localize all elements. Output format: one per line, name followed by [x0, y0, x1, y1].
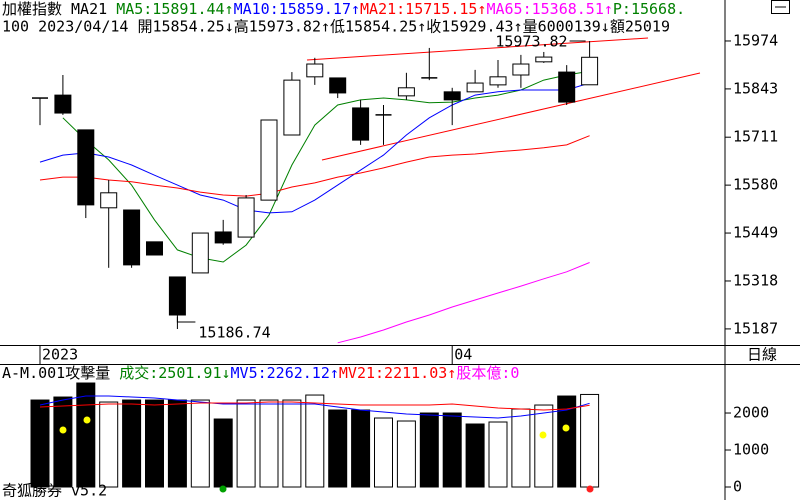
signal-dot — [83, 416, 91, 424]
volume-bar — [236, 399, 256, 488]
signal-dot — [562, 424, 570, 432]
volume-bar — [76, 382, 96, 488]
candle-body — [558, 71, 576, 103]
header-segment: MA10:15859.17↑ — [234, 0, 360, 18]
candle-body — [397, 87, 415, 97]
candle-body — [352, 107, 370, 141]
volume-bar — [167, 399, 187, 488]
header-segment: MA21:15715.15↑ — [360, 0, 486, 18]
candle-body — [260, 119, 278, 201]
header-segment: MV5:2262.12↑ — [231, 364, 339, 382]
moving-average — [62, 70, 590, 263]
volume-bar — [351, 409, 371, 488]
candle-body — [146, 241, 163, 256]
volume-bar — [122, 399, 142, 488]
y-tick-label: 15187 — [733, 319, 778, 337]
annotation-leader — [176, 316, 196, 323]
y-tick-label: 15449 — [733, 224, 778, 242]
volume-bar — [328, 409, 348, 488]
volume-bar — [213, 418, 233, 488]
moving-average — [39, 135, 590, 197]
x-tick-label: 2023 — [42, 346, 78, 364]
candle-body — [443, 91, 461, 101]
header-line: 100 2023/04/14 開15854.25↓高15973.82↑低1585… — [2, 18, 670, 36]
volume-bar — [190, 399, 210, 488]
price-panel: 15973.82 15186.74 — [32, 33, 701, 344]
candle-body — [306, 63, 324, 78]
period-label: 日線 — [747, 346, 777, 364]
x-tick-label: 04 — [454, 346, 472, 364]
candle-body — [123, 209, 141, 266]
candle-body — [329, 77, 347, 94]
y-tick-label: 15711 — [733, 128, 778, 146]
candle-body — [466, 82, 484, 93]
header-segment: MA65:15368.51↑ — [486, 0, 612, 18]
volume-bar — [145, 399, 164, 488]
candle-body — [237, 197, 255, 238]
signal-dot — [539, 431, 547, 439]
volume-header: A-M.001攻擊量 成交:2501.91↓MV5:2262.12↑MV21:2… — [2, 364, 519, 382]
y-tick-label: 2000 — [733, 404, 769, 422]
candle-body — [77, 129, 95, 206]
y-tick-label: 15974 — [733, 31, 778, 49]
candle-body — [489, 76, 507, 86]
candle-body — [191, 232, 209, 274]
y-tick-label: 0 — [733, 478, 742, 496]
volume-bar — [580, 393, 600, 488]
signal-dot — [586, 485, 594, 493]
header-segment: 股本億:0 — [456, 364, 519, 382]
candle-body — [512, 63, 530, 76]
moving-average — [337, 262, 590, 344]
volume-bar — [259, 399, 279, 488]
volume-bar — [465, 423, 485, 488]
volume-bar — [419, 412, 439, 488]
header-segment: 成交:2501.91↓ — [119, 364, 230, 382]
header-segment: P:15668. — [613, 0, 685, 18]
annotation-label: 15973.82 — [495, 33, 567, 51]
volume-bar — [374, 417, 393, 488]
volume-bar — [305, 394, 325, 488]
candle-body — [100, 192, 118, 209]
header: 加權指數 MA21 MA5:15891.44↑MA10:15859.17↑MA2… — [2, 0, 685, 36]
header-segment: MV21:2211.03↑ — [339, 364, 456, 382]
moving-average — [39, 82, 590, 214]
y-tick-label: 1000 — [733, 441, 769, 459]
header-segment: A-M.001攻擊量 — [2, 364, 119, 382]
annotation-label: 15186.74 — [198, 323, 270, 341]
volume-bar — [534, 404, 554, 488]
footer: 奇狐勝券 v5.2 — [2, 482, 107, 500]
header-segment: MA5:15891.44↑ — [116, 0, 233, 18]
axes: 15187 15318 15449 15580 15711 15843 15974 2023 0… — [39, 31, 778, 496]
volume-bar — [282, 399, 302, 488]
volume-average — [39, 401, 590, 411]
candle-body — [283, 79, 301, 136]
y-tick-label: 15318 — [733, 271, 778, 289]
signal-dots — [59, 416, 594, 493]
volume-average — [39, 395, 590, 419]
volume-bar — [511, 408, 531, 488]
candle-body — [214, 231, 232, 244]
candle-body — [168, 276, 186, 316]
trend-line — [321, 72, 701, 161]
candle-body — [581, 56, 599, 86]
volume-panel — [30, 382, 600, 488]
signal-dot — [219, 485, 227, 493]
header-segment: 加權指數 MA21 — [2, 0, 116, 18]
candle-body — [54, 94, 72, 114]
volume-bar — [557, 395, 577, 488]
candle-body — [535, 56, 553, 63]
y-tick-label: 15580 — [733, 176, 778, 194]
volume-bar — [53, 396, 73, 488]
volume-bar — [442, 412, 462, 488]
volume-bar — [396, 420, 416, 488]
signal-dot — [59, 426, 67, 434]
volume-bar — [488, 421, 508, 488]
volume-bar — [99, 401, 119, 488]
volume-bar — [30, 399, 50, 488]
y-tick-label: 15843 — [733, 79, 778, 97]
trend-line — [306, 37, 649, 61]
header-line: 加權指數 MA21 MA5:15891.44↑MA10:15859.17↑MA2… — [2, 0, 685, 18]
